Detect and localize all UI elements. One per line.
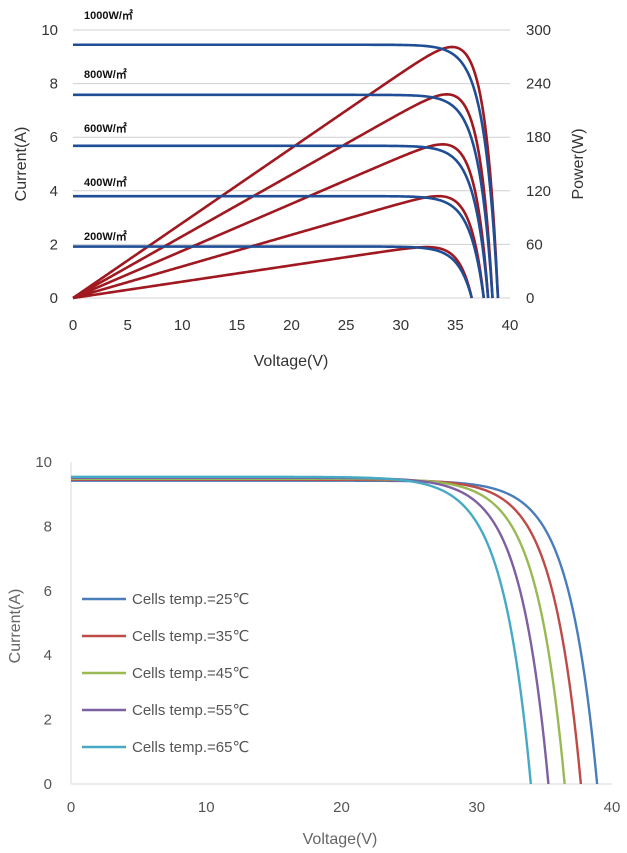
legend-item-cells-temp-55: Cells temp.=55℃: [82, 702, 249, 719]
y-tick-6: 6: [50, 129, 58, 146]
power-curve-600w: [72, 143, 490, 300]
x-tick-30: 30: [468, 799, 485, 816]
legend: Cells temp.=25℃ Cells temp.=35℃ Cells temp…: [82, 591, 249, 756]
power-curve-800w: [72, 93, 494, 300]
current-curve-800w: [73, 93, 494, 299]
y-tick-8: 8: [44, 518, 52, 535]
current-curves: [73, 43, 500, 299]
curve-label-200w: 200W/㎡: [84, 229, 127, 243]
y-tick-labels: 0 2 4 6 8 10: [35, 454, 52, 793]
x-tick-10: 10: [174, 317, 191, 334]
legend-label: Cells temp.=25℃: [132, 591, 249, 608]
legend-label: Cells temp.=65℃: [132, 739, 249, 756]
legend-label: Cells temp.=45℃: [132, 665, 249, 682]
curve-cells-temp-65: [71, 475, 533, 785]
x-tick-0: 0: [69, 317, 77, 334]
legend-item-cells-temp-65: Cells temp.=65℃: [82, 739, 249, 756]
power-curve-1000w: [72, 45, 500, 300]
legend-label: Cells temp.=35℃: [132, 628, 249, 645]
y2-tick-180: 180: [526, 129, 551, 146]
x-tick-5: 5: [123, 317, 131, 334]
legend-item-cells-temp-45: Cells temp.=45℃: [82, 665, 249, 682]
plot-area: [73, 30, 510, 298]
y-tick-4: 4: [44, 647, 52, 664]
y-tick-6: 6: [44, 583, 52, 600]
legend-item-cells-temp-35: Cells temp.=35℃: [82, 628, 249, 645]
x-tick-labels: 0 10 20 30 40: [67, 799, 621, 816]
current-curve-600w: [73, 144, 490, 299]
x-tick-15: 15: [229, 317, 246, 334]
y2-axis-title: Power(W): [570, 128, 587, 199]
power-curve-200w: [72, 245, 474, 300]
y-axis-title: Current(A): [13, 127, 30, 202]
y-tick-8: 8: [50, 76, 58, 93]
power-curve-400w: [72, 194, 486, 300]
y-tick-2: 2: [44, 712, 52, 729]
x-tick-40: 40: [502, 317, 519, 334]
x-tick-20: 20: [283, 317, 300, 334]
temperature-curves: [71, 475, 599, 785]
x-tick-40: 40: [604, 799, 621, 816]
y-tick-0: 0: [44, 776, 52, 793]
x-tick-20: 20: [333, 799, 350, 816]
current-curve-1000w: [73, 43, 500, 299]
y-tick-4: 4: [50, 183, 58, 200]
x-tick-35: 35: [447, 317, 464, 334]
y-tick-0: 0: [50, 290, 58, 307]
y2-tick-120: 120: [526, 183, 551, 200]
y2-tick-300: 300: [526, 22, 551, 39]
y2-tick-240: 240: [526, 76, 551, 93]
x-tick-30: 30: [392, 317, 409, 334]
y2-tick-60: 60: [526, 236, 543, 253]
current-curve-200w: [73, 245, 474, 299]
y2-tick-labels: 0 60 120 180 240 300: [526, 22, 551, 307]
curve-label-600w: 600W/㎡: [84, 121, 127, 135]
curve-labels: 1000W/㎡ 800W/㎡ 600W/㎡ 400W/㎡ 200W/㎡: [84, 8, 133, 243]
gridlines: [73, 29, 510, 299]
y2-tick-0: 0: [526, 290, 534, 307]
legend-label: Cells temp.=55℃: [132, 702, 249, 719]
current-curve-400w: [73, 194, 486, 299]
power-curves: [72, 45, 500, 300]
curve-label-800w: 800W/㎡: [84, 67, 127, 81]
y-tick-labels: 0 2 4 6 8 10: [41, 22, 58, 307]
legend-item-cells-temp-25: Cells temp.=25℃: [82, 591, 249, 608]
x-tick-25: 25: [338, 317, 355, 334]
y-tick-2: 2: [50, 236, 58, 253]
curve-label-1000w: 1000W/㎡: [84, 8, 133, 22]
y-axis-title: Current(A): [7, 589, 24, 664]
iv-pv-irradiance-chart: 0 5 10 15 20 25 30 35 40 0 2 4 6 8 10 0 60 120 180 240 300…: [13, 8, 587, 370]
x-tick-0: 0: [67, 799, 75, 816]
x-tick-10: 10: [198, 799, 215, 816]
x-tick-labels: 0 5 10 15 20 25 30 35 40: [69, 317, 519, 334]
y-tick-10: 10: [41, 22, 58, 39]
x-axis-title: Voltage(V): [303, 831, 378, 848]
x-axis-title: Voltage(V): [254, 353, 329, 370]
curve-label-400w: 400W/㎡: [84, 175, 127, 189]
y-tick-10: 10: [35, 454, 52, 471]
